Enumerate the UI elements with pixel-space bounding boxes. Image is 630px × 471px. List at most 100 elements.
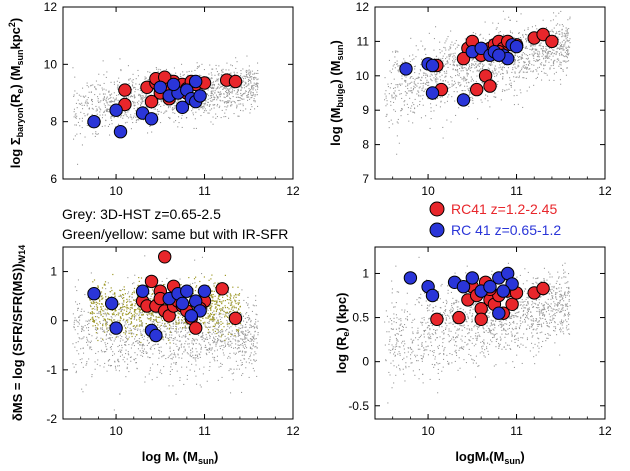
ir-sfr-point — [103, 284, 105, 286]
cloud-point — [514, 58, 516, 60]
cloud-point — [204, 346, 206, 348]
cloud-point — [84, 102, 86, 104]
cloud-point — [240, 89, 242, 91]
cloud-point — [388, 59, 390, 61]
cloud-point — [479, 63, 481, 65]
cloud-point — [555, 54, 557, 56]
ir-sfr-point — [220, 336, 222, 338]
cloud-point — [395, 51, 397, 53]
cloud-point — [446, 56, 448, 58]
cloud-point — [543, 50, 545, 52]
cloud-point — [506, 89, 508, 91]
cloud-point — [458, 64, 460, 66]
cloud-point — [97, 351, 99, 353]
ir-sfr-point — [92, 281, 94, 283]
cloud-point — [199, 107, 201, 109]
cloud-point — [173, 342, 175, 344]
cloud-point — [146, 344, 148, 346]
cloud-point — [160, 351, 162, 353]
cloud-point — [231, 87, 233, 89]
cloud-point — [103, 88, 105, 90]
cloud-point — [461, 65, 463, 67]
cloud-point — [221, 109, 223, 111]
cloud-point — [215, 344, 217, 346]
cloud-point — [482, 82, 484, 84]
cloud-point — [218, 74, 220, 76]
cloud-point — [225, 69, 227, 71]
cloud-point — [553, 73, 555, 75]
cloud-point — [217, 338, 219, 340]
cloud-point — [247, 92, 249, 94]
cloud-point — [518, 56, 520, 58]
cloud-point — [133, 115, 135, 117]
cloud-point — [160, 318, 162, 320]
cloud-point — [430, 79, 432, 81]
cloud-point — [213, 87, 215, 89]
cloud-point — [157, 104, 159, 106]
cloud-point — [200, 348, 202, 350]
cloud-point — [208, 112, 210, 114]
cloud-point — [86, 103, 88, 105]
cloud-point — [229, 368, 231, 370]
cloud-point — [253, 340, 255, 342]
cloud-point — [94, 368, 96, 370]
cloud-point — [481, 81, 483, 83]
cloud-point — [494, 75, 496, 77]
cloud-point — [74, 286, 76, 288]
cloud-point — [404, 75, 406, 77]
cloud-point — [111, 123, 113, 125]
ir-sfr-point — [225, 312, 227, 314]
cloud-point — [527, 55, 529, 57]
cloud-point — [533, 57, 535, 59]
cloud-point — [518, 59, 520, 61]
cloud-point — [135, 110, 137, 112]
cloud-point — [472, 102, 474, 104]
cloud-point — [87, 102, 89, 104]
cloud-point — [90, 340, 92, 342]
cloud-point — [455, 87, 457, 89]
cloud-point — [244, 338, 246, 340]
cloud-point — [95, 105, 97, 107]
cloud-point — [568, 45, 570, 47]
cloud-point — [256, 327, 258, 329]
cloud-point — [191, 348, 193, 350]
cloud-point — [219, 318, 221, 320]
cloud-point — [168, 337, 170, 339]
cloud-point — [219, 93, 221, 95]
cloud-point — [133, 327, 135, 329]
cloud-point — [502, 10, 504, 12]
cloud-point — [109, 346, 111, 348]
cloud-point — [244, 335, 246, 337]
cloud-point — [554, 59, 556, 61]
cloud-point — [114, 126, 116, 128]
ir-sfr-point — [151, 312, 153, 314]
cloud-point — [567, 54, 569, 56]
cloud-point — [210, 100, 212, 102]
cloud-point — [564, 36, 566, 38]
cloud-point — [170, 354, 172, 356]
cloud-point — [141, 352, 143, 354]
ir-sfr-point — [221, 303, 223, 305]
cloud-point — [233, 352, 235, 354]
cloud-point — [187, 338, 189, 340]
cloud-point — [561, 24, 563, 26]
ir-sfr-point — [96, 307, 99, 309]
cloud-point — [147, 71, 149, 73]
cloud-point — [251, 363, 253, 365]
cloud-point — [134, 113, 136, 115]
cloud-point — [250, 103, 252, 105]
cloud-point — [433, 49, 435, 51]
cloud-point — [553, 61, 555, 63]
ir-sfr-point — [222, 322, 224, 324]
cloud-point — [163, 112, 165, 114]
ir-sfr-point — [104, 293, 106, 295]
cloud-point — [518, 32, 520, 34]
ir-sfr-point — [237, 302, 239, 304]
cloud-point — [180, 284, 182, 286]
cloud-point — [208, 331, 210, 333]
cloud-point — [223, 311, 225, 313]
cloud-point — [461, 67, 463, 69]
cloud-point — [253, 359, 255, 361]
cloud-point — [518, 75, 520, 77]
cloud-point — [566, 53, 568, 55]
